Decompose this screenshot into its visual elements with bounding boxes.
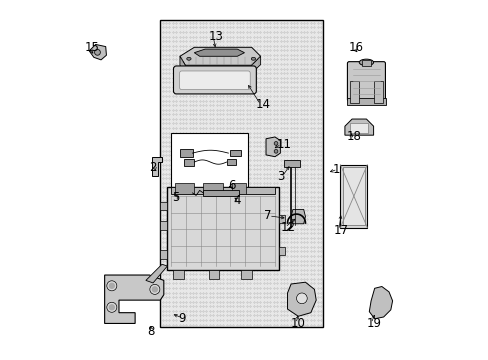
Circle shape [109,283,114,288]
Bar [226,159,235,165]
Polygon shape [290,210,305,224]
Bar [342,167,365,225]
Circle shape [106,302,117,312]
Polygon shape [265,137,280,157]
Bar [180,149,192,157]
FancyBboxPatch shape [173,66,256,94]
Text: 5: 5 [172,191,179,204]
Circle shape [109,305,114,310]
Bar [172,270,183,279]
Ellipse shape [251,57,255,60]
Polygon shape [287,282,316,316]
Polygon shape [180,56,185,72]
Text: 6: 6 [228,179,235,192]
Bar [159,221,167,230]
Bar [340,165,366,228]
Text: 19: 19 [366,317,381,330]
Text: 10: 10 [290,317,305,330]
Text: 14: 14 [255,98,270,111]
Circle shape [274,141,277,145]
Text: 11: 11 [276,138,291,150]
Bar [159,250,167,259]
FancyBboxPatch shape [346,62,385,101]
Polygon shape [180,47,260,65]
Text: 13: 13 [208,30,223,43]
Circle shape [274,149,277,153]
Text: 18: 18 [346,130,361,144]
Text: 8: 8 [147,325,155,338]
Bar [278,247,285,255]
Bar [160,21,323,327]
Text: 7: 7 [264,210,271,222]
Polygon shape [251,56,260,73]
Text: 4: 4 [233,194,241,207]
Circle shape [296,293,306,304]
Text: 17: 17 [333,224,348,237]
Text: 16: 16 [348,41,363,54]
Polygon shape [104,275,163,323]
Bar [349,81,359,103]
Circle shape [152,287,157,292]
Text: 3: 3 [276,170,284,183]
Bar [208,270,219,279]
Bar [183,159,193,166]
Text: 2: 2 [149,161,157,174]
Polygon shape [368,287,392,319]
Polygon shape [145,264,167,283]
Bar [231,183,246,194]
Ellipse shape [186,57,191,60]
Bar [230,149,241,156]
Text: 1: 1 [332,163,339,176]
Bar [203,183,223,194]
Polygon shape [194,49,244,56]
Bar [159,202,167,211]
Text: 9: 9 [178,311,185,325]
Bar [284,159,300,167]
Text: 15: 15 [85,41,100,54]
Text: 12: 12 [280,221,295,234]
Bar [203,190,239,196]
Bar [362,59,370,66]
Bar [349,123,367,134]
Bar [171,134,247,203]
Bar [241,270,251,279]
Polygon shape [344,119,373,135]
Polygon shape [89,44,106,60]
Polygon shape [152,157,162,176]
FancyBboxPatch shape [179,71,250,90]
Bar [167,187,278,270]
Bar [171,187,274,194]
Bar [373,81,382,103]
Ellipse shape [359,59,373,66]
Bar [346,98,386,105]
Circle shape [94,49,100,55]
Bar [174,183,194,194]
Circle shape [149,284,160,294]
Bar [278,215,285,223]
Circle shape [106,281,117,291]
